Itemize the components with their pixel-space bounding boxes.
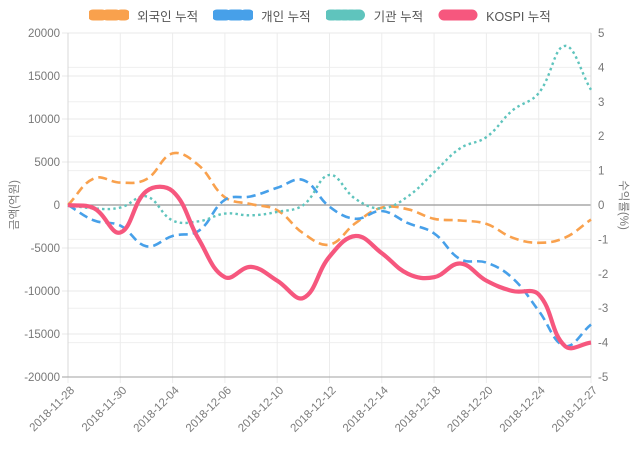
y-right-tick-label: 5 — [598, 28, 604, 40]
legend-label: KOSPI 누적 — [486, 9, 551, 24]
y-left-tick-label: -5000 — [31, 243, 60, 255]
x-tick-label: 2018-12-06 — [184, 385, 234, 435]
series-line-kospi — [67, 184, 592, 351]
legend-item-kospi-cumulative[interactable]: KOSPI 누적 — [438, 6, 551, 25]
y-left-tick-label: 10000 — [28, 114, 60, 126]
x-tick-label: 2018-12-27 — [550, 385, 600, 435]
y-right-tick-label: 4 — [598, 62, 605, 74]
y-left-tick-label: -20000 — [24, 372, 60, 384]
x-tick-label: 2018-11-28 — [28, 385, 77, 434]
x-tick-label: 2018-12-12 — [289, 385, 339, 435]
y-left-tick-label: 0 — [54, 200, 60, 212]
legend-item-individual-cumulative[interactable]: 개인 누적 — [213, 6, 311, 25]
y-left-tick-label: 5000 — [34, 157, 60, 169]
x-tick-label: 2018-12-24 — [498, 384, 549, 435]
legend-label: 외국인 누적 — [137, 9, 199, 24]
legend-label: 기관 누적 — [373, 9, 424, 24]
legend-item-institution-cumulative[interactable]: 기관 누적 — [325, 6, 424, 25]
y-right-tick-label: 2 — [598, 131, 604, 143]
y-right-tick-label: -1 — [598, 234, 608, 246]
y-right-tick-label: 1 — [598, 166, 604, 178]
y-right-tick-label: -3 — [598, 303, 608, 315]
y-axis-title-right: 수익률(%) — [617, 180, 629, 230]
series-line-foreign — [67, 151, 592, 247]
solid-line-swatch-icon — [438, 9, 478, 21]
y-right-tick-label: 0 — [598, 200, 604, 212]
x-tick-label: 2018-12-18 — [393, 385, 443, 435]
series-line-institution — [67, 44, 593, 225]
dashed-line-swatch-icon — [213, 9, 254, 21]
x-tick-label: 2018-12-14 — [341, 384, 392, 435]
y-left-tick-label: 20000 — [28, 28, 60, 40]
x-tick-label: 2018-11-30 — [80, 385, 129, 434]
y-left-tick-label: -15000 — [24, 329, 60, 341]
series-line-individual — [67, 178, 592, 348]
legend-label: 개인 누적 — [261, 9, 311, 24]
y-right-tick-label: -4 — [598, 338, 609, 350]
legend-item-foreign-cumulative[interactable]: 외국인 누적 — [89, 6, 198, 25]
y-right-tick-label: -2 — [598, 269, 608, 281]
y-left-tick-label: 15000 — [28, 71, 60, 83]
y-right-tick-label: -5 — [598, 372, 608, 384]
y-axis-title-left: 금액(억원) — [9, 180, 21, 230]
y-right-tick-label: 3 — [598, 97, 604, 109]
y-left-tick-label: -10000 — [24, 286, 60, 298]
dotted-line-swatch-icon — [325, 9, 366, 21]
dashed-line-swatch-icon — [89, 9, 130, 21]
x-tick-label: 2018-12-20 — [445, 385, 495, 435]
x-tick-label: 2018-12-04 — [132, 384, 183, 435]
x-tick-label: 2018-12-10 — [236, 385, 286, 435]
chart-legend: 외국인 누적 개인 누적 기관 누적 KOSPI 누적 — [0, 5, 640, 25]
